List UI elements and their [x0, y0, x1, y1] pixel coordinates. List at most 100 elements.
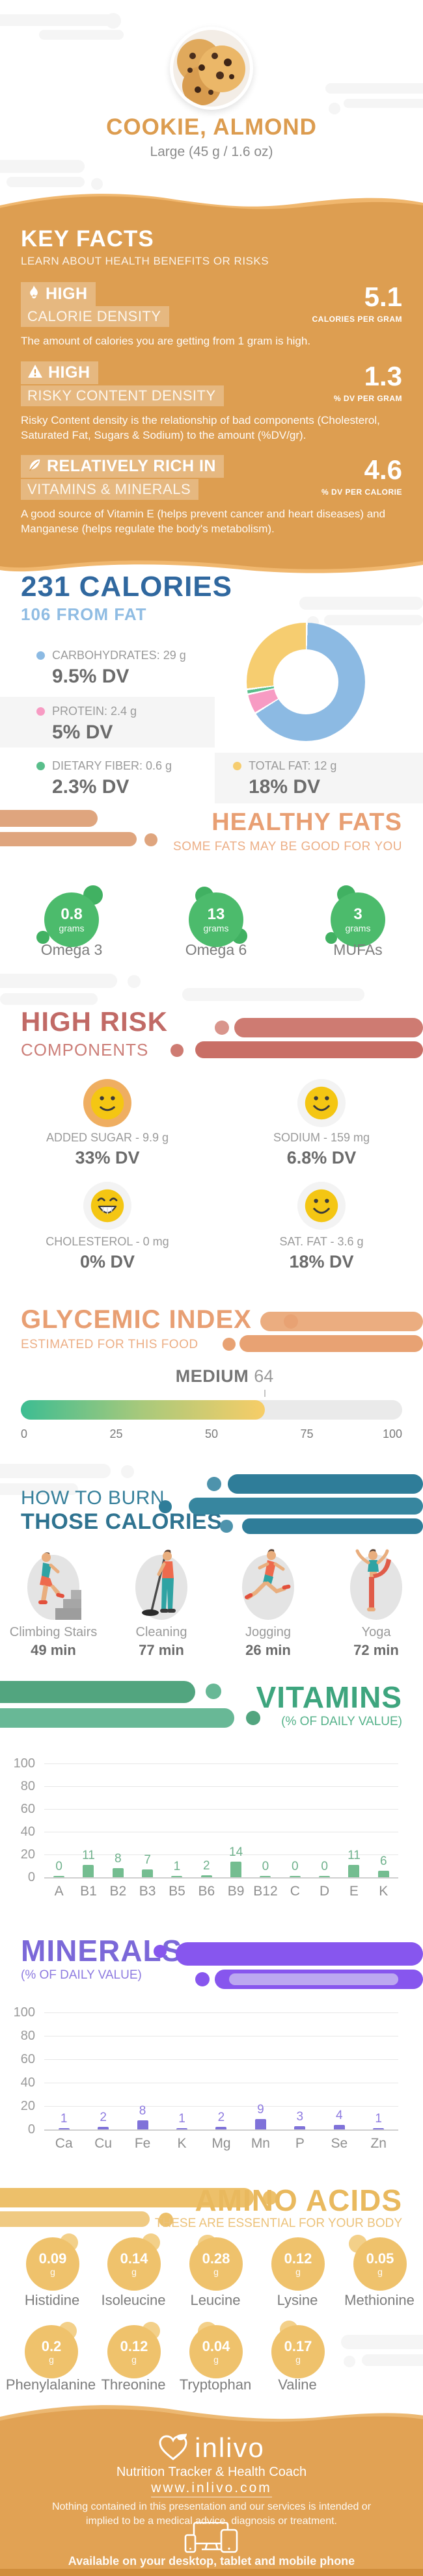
x-axis-label: K	[379, 1884, 389, 1899]
calories-from-fat: 106 FROM FAT	[21, 605, 147, 624]
legend-dot-protein	[36, 707, 45, 716]
wave-divider	[0, 194, 423, 220]
macro-label: DIETARY FIBER: 0.6 g	[52, 759, 172, 772]
bar-column: 7	[133, 1763, 162, 1877]
footer-strip	[0, 2569, 423, 2576]
bar-value: 6	[379, 1854, 387, 1868]
amino-unit: g	[49, 2354, 54, 2365]
amino-label: Tryptophan	[179, 2376, 252, 2393]
bar-column: 11	[74, 1763, 103, 1877]
deco-blob	[229, 1973, 398, 1985]
amino-label: Lysine	[277, 2292, 318, 2308]
cookie-image	[173, 30, 250, 107]
smiley-ring	[83, 1079, 131, 1127]
deco-blob	[220, 1520, 233, 1533]
deco-bubble	[36, 931, 49, 944]
key-facts-title: KEY FACTS	[21, 226, 154, 252]
amino-unit: g	[213, 2354, 219, 2365]
bar-value: 14	[229, 1845, 243, 1859]
climbing-stairs-icon	[27, 1552, 81, 1620]
bar-column: 0	[280, 1763, 310, 1877]
healthy-fat-badge: 3 grams	[331, 892, 385, 947]
calorie-donut-chart	[247, 623, 365, 741]
brand-logo: inlivo	[0, 2432, 423, 2464]
footer-background	[0, 2428, 423, 2576]
x-axis-label: B2	[109, 1884, 127, 1899]
deco-blob	[0, 810, 98, 827]
deco-blob	[121, 1465, 134, 1478]
deco-blob	[329, 103, 340, 114]
smile-icon	[305, 1086, 338, 1120]
bar-column: 8	[103, 1763, 133, 1877]
healthy-fat-badge: 0.8 grams	[44, 892, 99, 947]
deco-blob	[0, 832, 137, 846]
minerals-bar-chart: 1 2 8 1 2 9 3 4 1	[44, 2012, 398, 2131]
healthy-fats-title: HEALTHY FATS	[212, 809, 402, 836]
bar	[333, 2124, 345, 2129]
y-axis-tick: 40	[20, 2075, 35, 2090]
activity-label: Cleaning	[135, 1625, 187, 1639]
risk-label: SAT. FAT - 3.6 g	[279, 1235, 364, 1248]
deco-blob	[246, 1711, 260, 1725]
brand-name: inlivo	[195, 2432, 265, 2463]
x-axis-label: Fe	[134, 2136, 151, 2151]
bar	[254, 2118, 266, 2129]
key-facts-background	[0, 218, 423, 551]
deco-blob	[234, 1018, 423, 1037]
x-axis-label: A	[54, 1884, 64, 1899]
x-axis-label: B12	[253, 1884, 278, 1899]
activity-minutes: 77 min	[139, 1642, 184, 1658]
bar-column: 1	[167, 2012, 197, 2129]
wave-divider	[0, 551, 423, 573]
bar	[83, 1864, 94, 1877]
bar-column: 14	[221, 1763, 251, 1877]
deco-blob	[207, 1477, 221, 1491]
scale-tick: 25	[109, 1427, 123, 1440]
bar-value: 1	[173, 1859, 181, 1873]
bar-value: 1	[375, 2111, 382, 2126]
deco-blob	[195, 1041, 423, 1058]
x-axis-label: B5	[169, 1884, 185, 1899]
healthy-fat-value: 3	[353, 905, 362, 923]
bar-value: 0	[262, 1859, 269, 1873]
y-axis-tick: 80	[20, 1779, 35, 1793]
y-axis-tick: 20	[20, 2099, 35, 2113]
deco-blob	[144, 833, 157, 846]
bar-column: 11	[339, 1763, 368, 1877]
amino-unit: g	[295, 2354, 301, 2365]
bar-value: 0	[55, 1859, 62, 1873]
deco-blob	[362, 2354, 423, 2366]
amino-unit: g	[295, 2267, 301, 2278]
bar	[58, 2127, 70, 2129]
healthy-fat-unit: grams	[203, 923, 229, 934]
healthy-fats-subtitle: SOME FATS MAY BE GOOD FOR YOU	[173, 840, 402, 853]
glycemic-scale: 0 25 50 75 100	[21, 1427, 402, 1443]
deco-blob	[242, 1518, 423, 1534]
bar-column: 2	[89, 2012, 118, 2129]
bar	[377, 1870, 389, 1877]
deco-blob	[159, 2213, 173, 2227]
amino-badge: 0.09 g	[26, 2237, 79, 2291]
bar	[260, 1875, 271, 1877]
fact-name: CALORIE DENSITY	[27, 308, 161, 324]
activity-label: Jogging	[245, 1625, 292, 1639]
bar	[142, 1869, 154, 1877]
x-axis-label: B9	[227, 1884, 245, 1899]
bar-value: 7	[144, 1853, 151, 1867]
devices-icon	[184, 2522, 238, 2553]
deco-blob	[341, 2335, 423, 2349]
minerals-subtitle: (% OF DAILY VALUE)	[21, 1968, 142, 1982]
activity-minutes: 72 min	[353, 1642, 399, 1658]
food-photo	[170, 27, 253, 110]
fact-description: Risky Content density is the relationshi…	[21, 414, 380, 441]
deco-blob	[284, 1314, 298, 1329]
deco-blob	[195, 1972, 210, 1986]
scale-tick: 100	[382, 1427, 402, 1440]
x-axis-label: Zn	[370, 2136, 387, 2151]
website-link[interactable]: www.inlivo.com	[0, 2480, 423, 2497]
burn-title-line2: THOSE CALORIES	[21, 1509, 223, 1534]
amino-unit: g	[131, 2354, 137, 2365]
smile-icon	[90, 1086, 124, 1120]
bar-column: 4	[325, 2012, 354, 2129]
